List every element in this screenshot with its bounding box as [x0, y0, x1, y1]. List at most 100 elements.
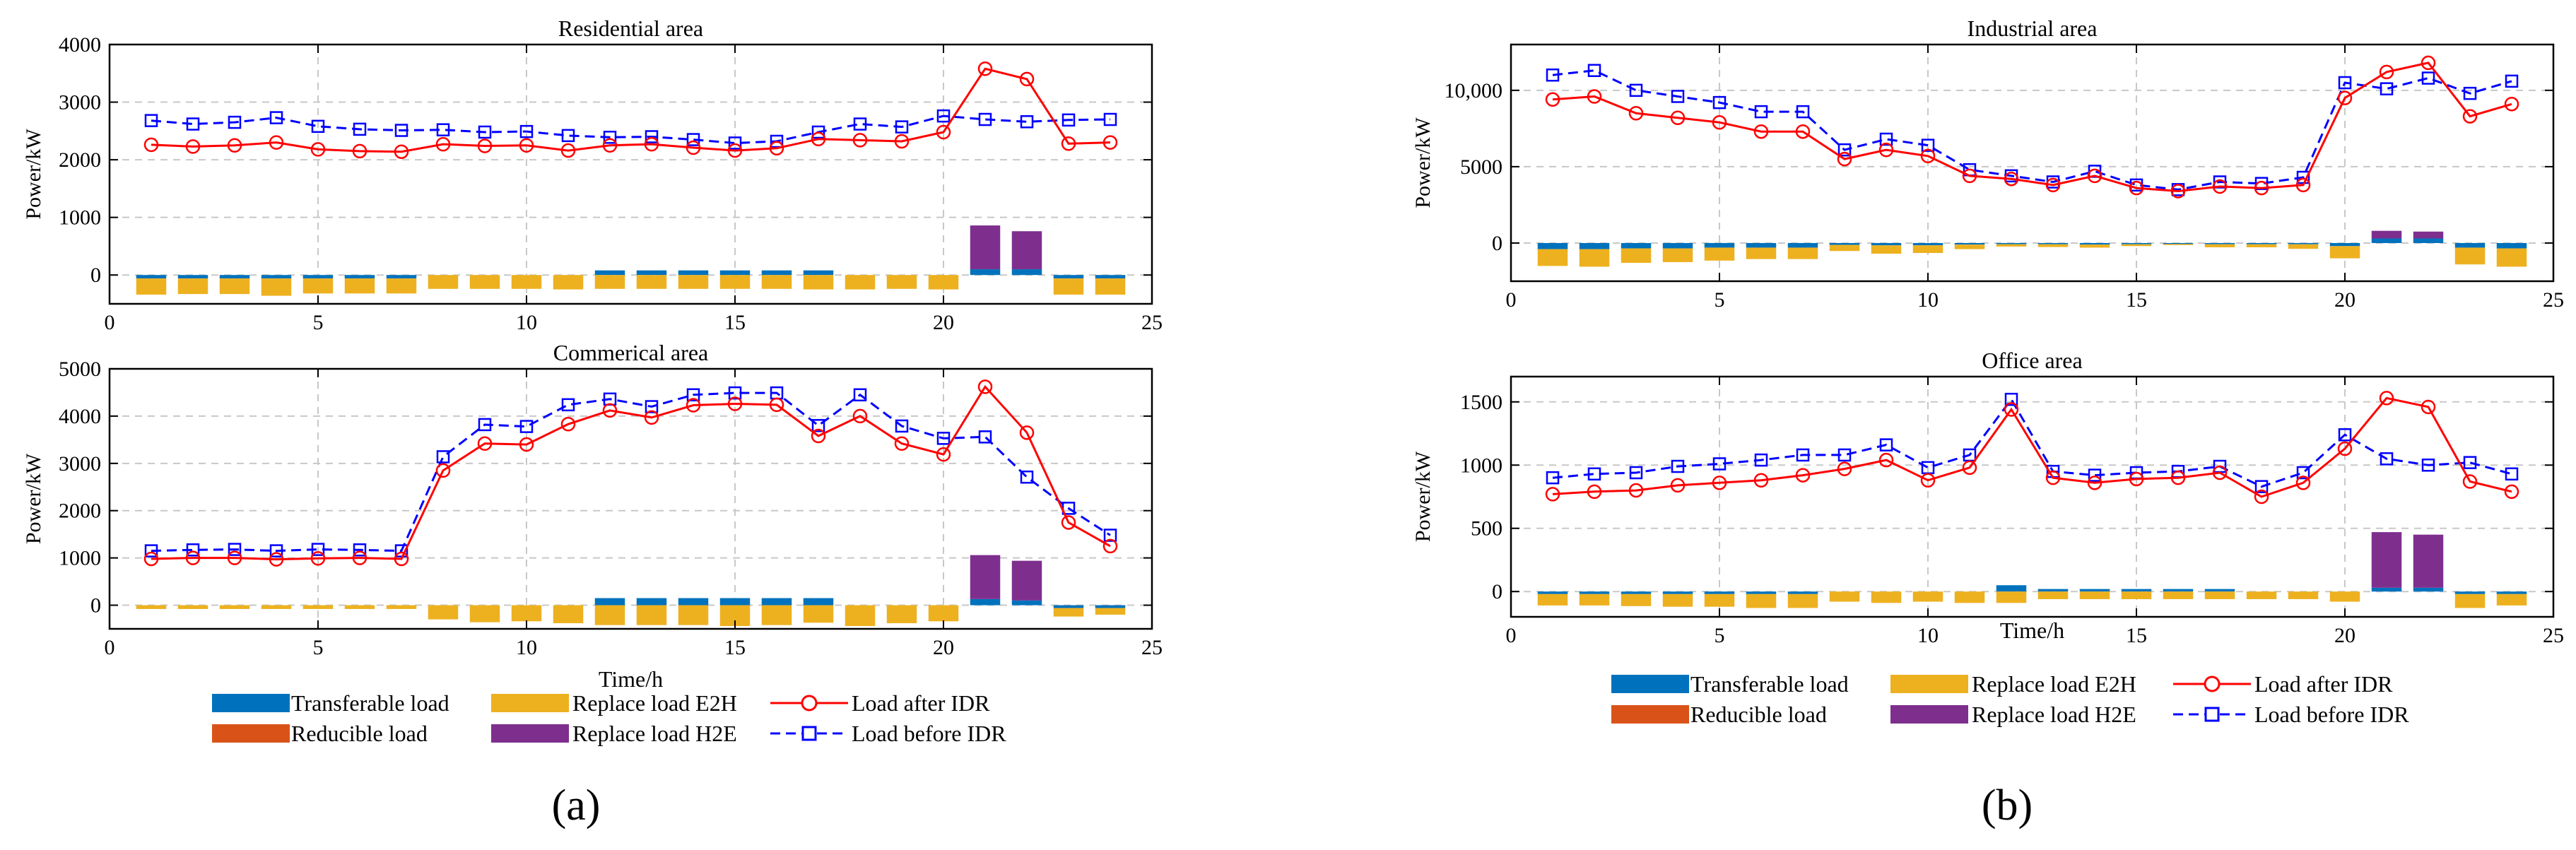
point-before: [853, 388, 867, 402]
y-tick-label: 500: [1471, 517, 1502, 541]
legend-a: Transferable load Reducible load Replace…: [212, 690, 1006, 746]
bar-transferable: [803, 270, 834, 276]
point-before: [186, 543, 200, 557]
y-tick-label: 5000: [59, 358, 101, 381]
bar-e2h: [261, 605, 292, 609]
bar-e2h: [1912, 245, 1943, 254]
point-before: [2380, 452, 2394, 466]
point-before: [2421, 459, 2435, 472]
bar-e2h: [1579, 594, 1610, 606]
bar-e2h: [761, 605, 792, 625]
x-tick-label: 10: [1917, 288, 1939, 312]
bar-transferable: [2329, 242, 2360, 247]
point-after: [1712, 476, 1727, 490]
point-before: [1837, 448, 1852, 462]
point-before: [561, 129, 575, 143]
x-tick-label: 25: [1141, 311, 1163, 334]
point-before: [686, 133, 700, 146]
x-tick-label: 5: [1715, 624, 1725, 647]
bar-e2h: [2329, 246, 2360, 259]
point-after: [2295, 177, 2311, 193]
point-after: [2087, 168, 2102, 184]
point-after: [1019, 425, 1035, 440]
bar-e2h: [1829, 244, 1860, 252]
point-after: [477, 138, 493, 153]
line-after: [151, 384, 1111, 561]
bar-transferable: [344, 275, 375, 279]
point-before: [436, 450, 450, 464]
bar-transferable: [1579, 591, 1610, 594]
point-before: [1921, 138, 1935, 152]
bar-transferable: [2079, 242, 2110, 245]
point-after: [1019, 71, 1035, 87]
bar-e2h: [803, 275, 834, 290]
x-tick-label: 15: [2126, 624, 2147, 647]
bar-e2h: [553, 605, 584, 623]
x-tick-label: 15: [724, 311, 746, 334]
point-after: [644, 136, 659, 152]
bar-transferable: [1746, 591, 1777, 594]
chart-panel-3: 0 5 10 15 20 25 0 500 1000 1500 Office area Power/k…: [1411, 348, 2564, 647]
bar-transferable: [636, 598, 667, 606]
point-before: [1020, 115, 1034, 129]
point-before: [895, 419, 909, 433]
bar-transferable: [1912, 242, 1943, 246]
bar-e2h: [344, 605, 375, 609]
x-tick-label: 20: [2334, 288, 2356, 312]
point-after: [560, 143, 576, 158]
bar-e2h: [1746, 247, 1777, 259]
bar-transferable: [2121, 589, 2152, 592]
point-before: [1546, 68, 1560, 82]
y-tick-label: 1500: [1460, 391, 1502, 414]
bar-transferable: [761, 270, 792, 276]
x-axis-label: Time/h: [2000, 618, 2064, 643]
bar-h2e: [970, 225, 1001, 270]
line-after: [151, 67, 1111, 153]
bar-e2h: [2079, 591, 2110, 599]
point-before: [936, 432, 951, 445]
point-after: [519, 138, 534, 153]
x-axis-label: Time/h: [599, 666, 663, 692]
bar-e2h: [219, 605, 250, 609]
legend-b-after-marker: [2173, 675, 2251, 692]
point-before: [353, 543, 367, 557]
point-before: [519, 420, 534, 433]
point-after: [2254, 180, 2269, 196]
bar-h2e: [2413, 231, 2444, 239]
bar-e2h: [511, 275, 542, 289]
point-after: [1587, 89, 1602, 104]
point-before: [478, 125, 492, 139]
bar-transferable: [594, 270, 625, 276]
bar-transferable: [1871, 242, 1902, 246]
y-tick-label: 0: [1492, 580, 1502, 603]
bar-e2h: [594, 275, 625, 289]
bar-transferable: [2163, 242, 2194, 244]
point-before: [2463, 456, 2477, 469]
x-tick-label: 5: [1715, 288, 1725, 312]
bar-e2h: [1787, 247, 1818, 259]
point-after: [936, 447, 951, 462]
point-before: [1837, 143, 1852, 157]
bar-e2h: [845, 605, 876, 626]
bar-e2h: [2329, 591, 2360, 602]
legend-a-after-marker: [770, 695, 848, 712]
point-before: [1712, 95, 1727, 110]
point-after: [811, 428, 826, 444]
point-after: [352, 143, 367, 159]
bar-transferable: [1662, 591, 1693, 594]
bar-e2h: [761, 275, 792, 289]
x-tick-label: 25: [2543, 288, 2564, 312]
bar-e2h: [1871, 245, 1902, 254]
bar-e2h: [2246, 591, 2277, 599]
bar-e2h: [719, 275, 751, 289]
point-after: [602, 403, 618, 418]
y-tick-label: 2000: [59, 500, 101, 523]
plot-frame: [108, 43, 1153, 305]
point-after: [143, 137, 159, 153]
point-after: [2087, 476, 2102, 490]
bar-e2h: [636, 605, 667, 625]
point-after: [2462, 109, 2478, 124]
point-after: [602, 138, 618, 153]
bar-e2h: [1954, 591, 1985, 603]
